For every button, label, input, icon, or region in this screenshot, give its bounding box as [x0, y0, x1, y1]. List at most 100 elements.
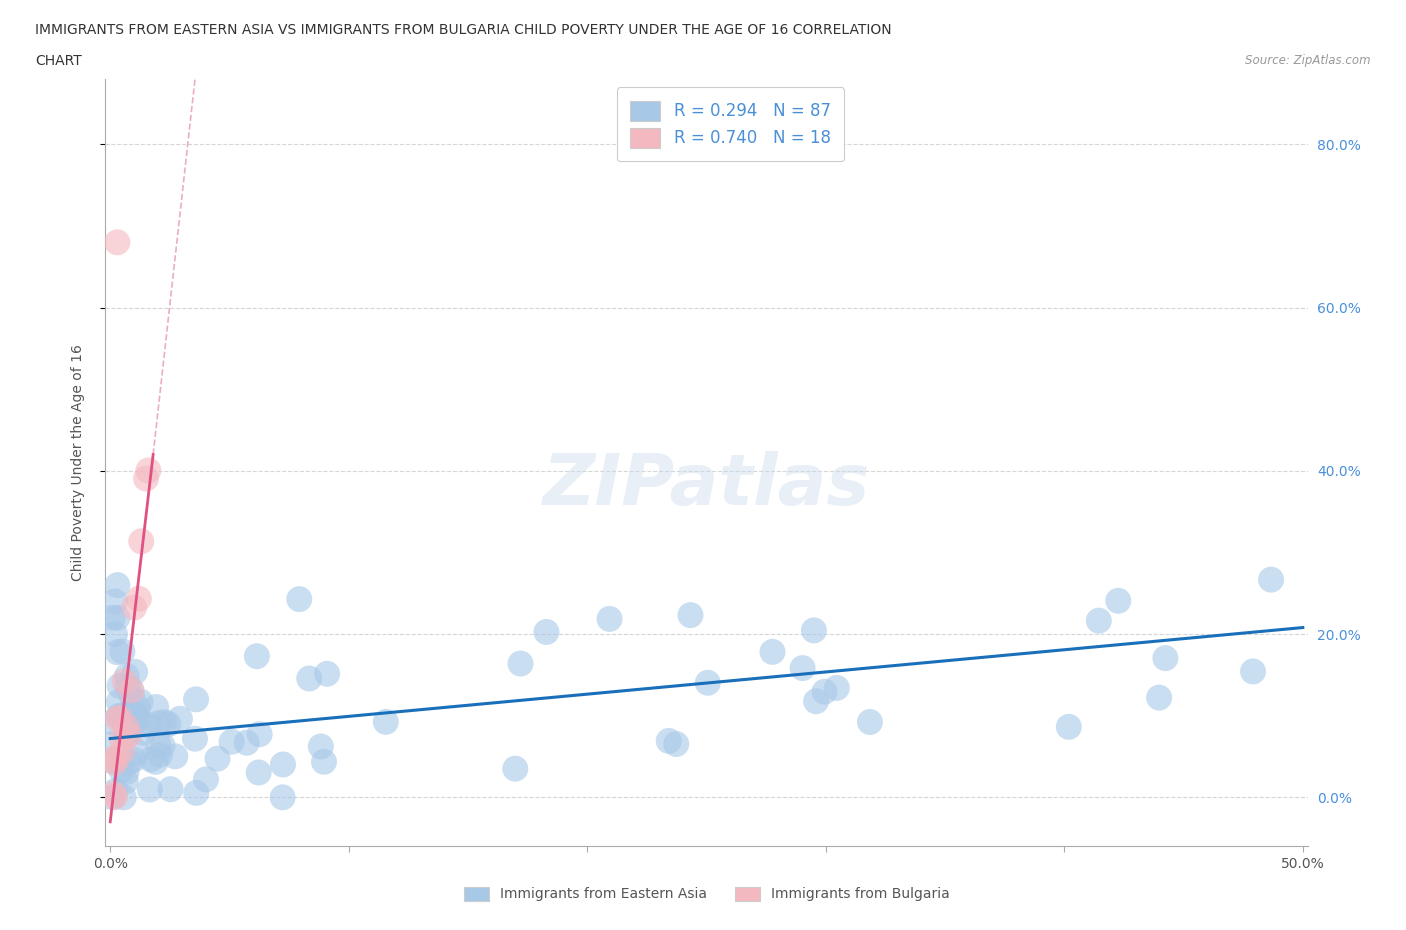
Point — [316, 667, 339, 682]
Text: IMMIGRANTS FROM EASTERN ASIA VS IMMIGRANTS FROM BULGARIA CHILD POVERTY UNDER THE: IMMIGRANTS FROM EASTERN ASIA VS IMMIGRAN… — [35, 23, 891, 37]
Point — [599, 611, 621, 626]
Point — [761, 644, 783, 659]
Point — [124, 664, 146, 679]
Text: ZIPatlas: ZIPatlas — [543, 451, 870, 520]
Point — [115, 764, 138, 779]
Point — [149, 748, 172, 763]
Point — [139, 752, 162, 767]
Point — [105, 235, 128, 250]
Point — [104, 784, 127, 799]
Legend: Immigrants from Eastern Asia, Immigrants from Bulgaria: Immigrants from Eastern Asia, Immigrants… — [457, 880, 956, 909]
Point — [169, 711, 191, 726]
Point — [271, 757, 294, 772]
Point — [111, 731, 134, 746]
Point — [114, 774, 136, 789]
Point — [148, 716, 170, 731]
Point — [186, 786, 208, 801]
Point — [107, 709, 129, 724]
Point — [112, 790, 135, 804]
Point — [271, 790, 294, 804]
Point — [122, 600, 145, 615]
Point — [101, 610, 124, 625]
Point — [121, 717, 143, 732]
Point — [121, 683, 143, 698]
Point — [152, 738, 174, 753]
Point — [207, 751, 229, 766]
Point — [110, 764, 132, 778]
Point — [124, 711, 146, 726]
Point — [135, 472, 157, 486]
Point — [108, 711, 131, 725]
Point — [101, 752, 124, 767]
Point — [111, 709, 134, 724]
Point — [374, 714, 396, 729]
Point — [1107, 593, 1129, 608]
Y-axis label: Child Poverty Under the Age of 16: Child Poverty Under the Age of 16 — [70, 344, 84, 581]
Point — [121, 690, 143, 705]
Point — [105, 610, 128, 625]
Point — [859, 714, 882, 729]
Point — [104, 594, 127, 609]
Point — [804, 694, 827, 709]
Point — [120, 683, 142, 698]
Point — [111, 644, 134, 658]
Point — [679, 607, 702, 622]
Point — [121, 707, 143, 722]
Point — [138, 463, 160, 478]
Point — [108, 695, 131, 710]
Point — [115, 669, 138, 684]
Point — [138, 718, 160, 733]
Point — [309, 739, 332, 754]
Point — [246, 649, 269, 664]
Point — [184, 731, 207, 746]
Point — [1147, 690, 1170, 705]
Point — [124, 709, 146, 724]
Point — [288, 591, 311, 606]
Point — [813, 684, 835, 699]
Point — [1087, 613, 1109, 628]
Point — [122, 752, 145, 767]
Point — [114, 674, 136, 689]
Point — [101, 737, 124, 751]
Point — [101, 715, 124, 730]
Point — [105, 578, 128, 592]
Point — [125, 744, 148, 759]
Point — [132, 725, 155, 740]
Point — [129, 534, 152, 549]
Point — [236, 736, 259, 751]
Point — [104, 790, 127, 804]
Point — [792, 660, 814, 675]
Point — [128, 711, 150, 726]
Point — [247, 765, 270, 780]
Point — [105, 711, 128, 726]
Point — [103, 787, 125, 802]
Point — [139, 782, 162, 797]
Point — [1260, 572, 1282, 587]
Point — [221, 735, 243, 750]
Point — [298, 671, 321, 686]
Point — [825, 681, 848, 696]
Point — [165, 749, 187, 764]
Point — [803, 623, 825, 638]
Point — [145, 699, 167, 714]
Point — [249, 726, 271, 741]
Point — [145, 754, 167, 769]
Point — [159, 782, 181, 797]
Point — [101, 753, 124, 768]
Point — [105, 644, 128, 659]
Point — [115, 719, 138, 734]
Point — [101, 790, 124, 804]
Point — [105, 750, 128, 764]
Point — [1154, 651, 1177, 666]
Text: Source: ZipAtlas.com: Source: ZipAtlas.com — [1246, 54, 1371, 67]
Text: CHART: CHART — [35, 54, 82, 68]
Point — [118, 727, 141, 742]
Point — [111, 743, 134, 758]
Point — [129, 695, 152, 710]
Point — [104, 755, 127, 770]
Point — [509, 656, 531, 671]
Point — [115, 728, 138, 743]
Point — [117, 680, 139, 695]
Point — [121, 704, 143, 719]
Point — [118, 755, 141, 770]
